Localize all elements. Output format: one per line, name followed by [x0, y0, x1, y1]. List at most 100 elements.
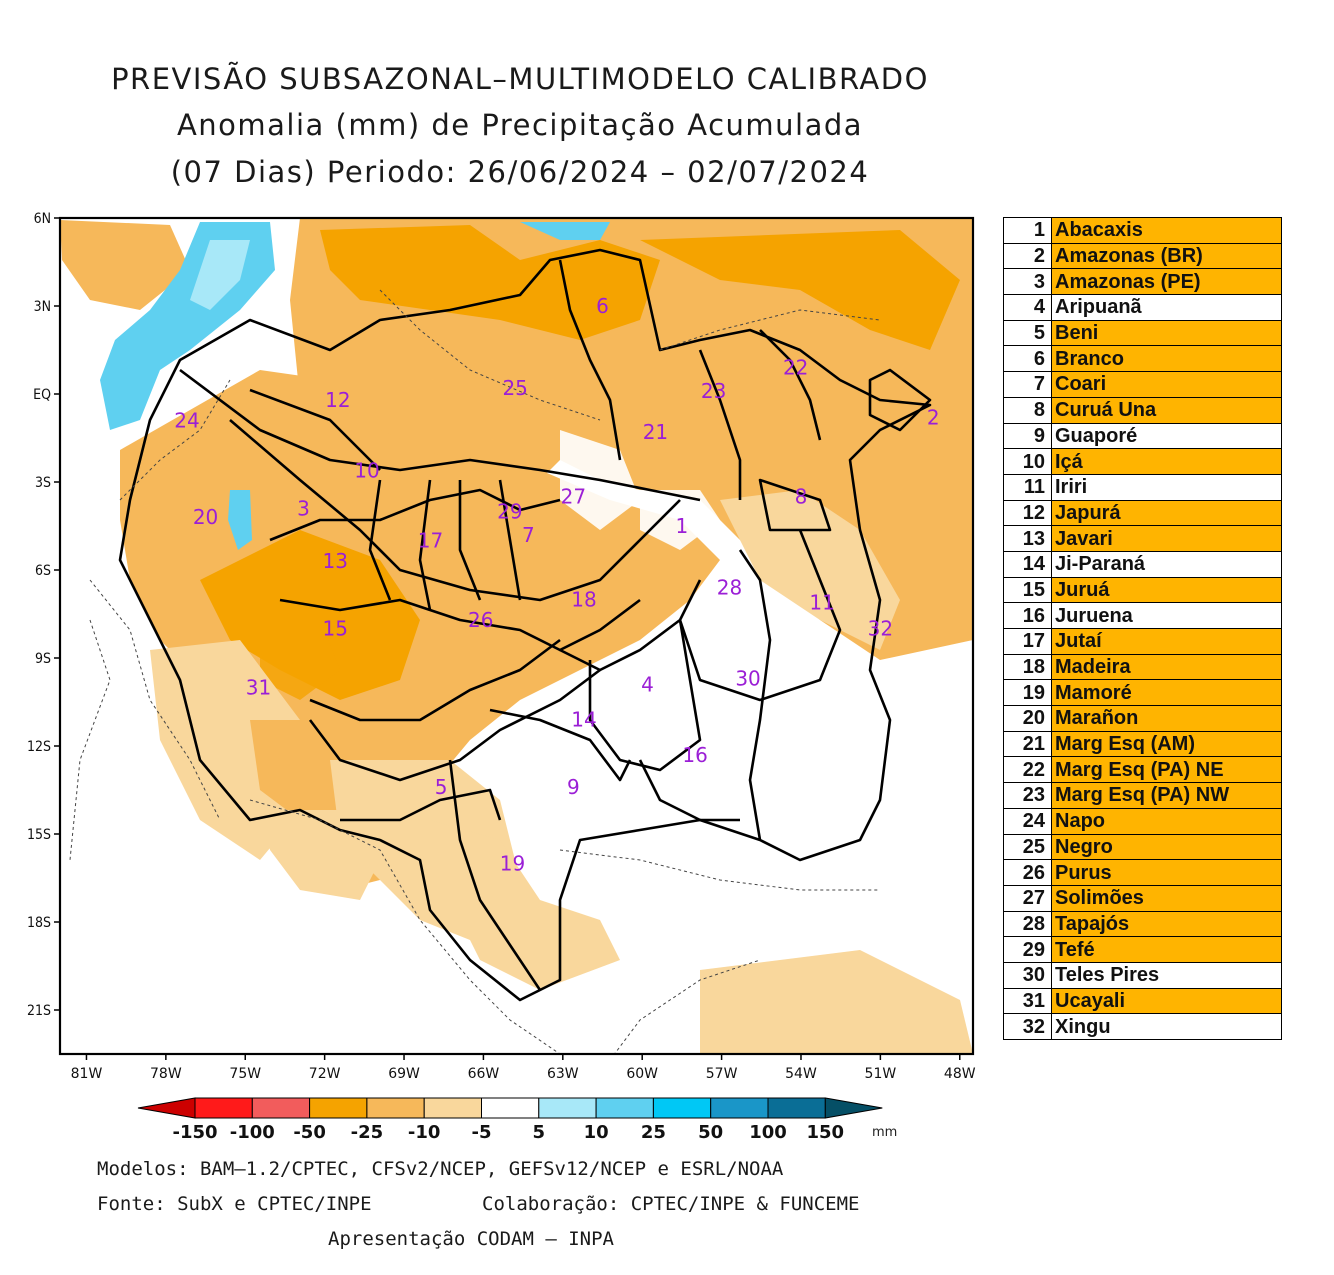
legend-number: 15: [1003, 576, 1052, 604]
basin-label-17: 17: [418, 529, 443, 553]
legend-number: 2: [1003, 242, 1052, 270]
colorbar-swatch: [194, 1097, 253, 1119]
colorbar-swatches: [137, 1097, 883, 1119]
legend-row-6: 6 Branco: [1003, 345, 1282, 373]
legend-number: 22: [1003, 756, 1052, 784]
legend-number: 27: [1003, 884, 1052, 912]
lat-tick-label: 6S: [35, 563, 51, 579]
legend-number: 32: [1003, 1013, 1052, 1040]
colorbar: -150 -100 -50 -25 -10 -5 5 10 25 50 100 150 mm: [137, 1097, 897, 1143]
legend-row-17: 17 Jutaí: [1003, 628, 1282, 655]
basin-label-23: 23: [701, 379, 726, 403]
legend-basin-name: Xingu: [1051, 1013, 1282, 1040]
legend-basin-name: Branco: [1051, 345, 1282, 373]
legend-basin-name: Içá: [1051, 448, 1282, 475]
legend-basin-name: Curuá Una: [1051, 396, 1282, 424]
basin-label-26: 26: [468, 608, 493, 632]
colorbar-label: -50: [293, 1122, 326, 1143]
legend-basin-name: Aripuanã: [1051, 294, 1282, 321]
colorbar-swatch: [538, 1097, 597, 1119]
legend-row-30: 30 Teles Pires: [1003, 961, 1282, 989]
longitude-axis: 81W 78W 75W 72W 69W 66W 63W 60W 57W 54W 51W 48W: [71, 1054, 976, 1082]
colorbar-label: 25: [641, 1122, 666, 1143]
basin-label-19: 19: [500, 851, 525, 875]
legend-row-3: 3 Amazonas (PE): [1003, 268, 1282, 296]
basin-label-14: 14: [571, 708, 596, 732]
legend-basin-name: Guaporé: [1051, 422, 1282, 450]
legend-basin-name: Japurá: [1051, 499, 1282, 527]
legend-number: 5: [1003, 319, 1052, 347]
lat-tick-label: 21S: [27, 1003, 51, 1019]
legend-basin-name: Ucayali: [1051, 987, 1282, 1015]
legend-number: 7: [1003, 371, 1052, 398]
legend-number: 19: [1003, 679, 1052, 707]
legend-basin-name: Javari: [1051, 525, 1282, 552]
legend-row-23: 23 Marg Esq (PA) NW: [1003, 782, 1282, 809]
lat-tick-label: EQ: [33, 387, 51, 403]
lon-tick-label: 75W: [229, 1066, 261, 1082]
legend-number: 6: [1003, 345, 1052, 373]
legend-row-7: 7 Coari: [1003, 371, 1282, 398]
lon-tick-label: 57W: [706, 1066, 738, 1082]
lon-tick-label: 51W: [865, 1066, 897, 1082]
legend-basin-name: Amazonas (PE): [1051, 268, 1282, 296]
legend-number: 3: [1003, 268, 1052, 296]
legend-basin-name: Marg Esq (PA) NE: [1051, 756, 1282, 784]
lat-tick-label: 12S: [27, 739, 51, 755]
legend-basin-name: Abacaxis: [1051, 217, 1282, 244]
colorbar-swatch: [366, 1097, 425, 1119]
legend-number: 10: [1003, 448, 1052, 475]
basin-label-25: 25: [502, 376, 527, 400]
legend-row-28: 28 Tapajós: [1003, 910, 1282, 938]
colorbar-unit: mm: [872, 1125, 897, 1140]
lat-tick-label: 18S: [27, 915, 51, 931]
legend-basin-name: Ji-Paraná: [1051, 550, 1282, 578]
legend-number: 17: [1003, 628, 1052, 655]
legend-number: 31: [1003, 987, 1052, 1015]
basin-label-7: 7: [522, 523, 535, 547]
legend-row-9: 9 Guaporé: [1003, 422, 1282, 450]
basin-label-4: 4: [641, 672, 654, 696]
legend-basin-name: Coari: [1051, 371, 1282, 398]
lat-tick-label: 9S: [35, 651, 51, 667]
legend-number: 13: [1003, 525, 1052, 552]
lat-tick-label: 3N: [34, 299, 51, 315]
legend-number: 9: [1003, 422, 1052, 450]
footer-presentation: Apresentação CODAM – INPA: [328, 1228, 614, 1250]
colorbar-arrow-left: [137, 1097, 196, 1119]
map-plot-area: [60, 218, 973, 1054]
colorbar-arrow-right: [824, 1097, 883, 1119]
latitude-axis: 6N 3N EQ 3S 6S 9S 12S 15S 18S 21S: [27, 211, 60, 1019]
colorbar-label: -10: [408, 1122, 441, 1143]
basin-label-21: 21: [643, 420, 668, 444]
title-line-2: Anomalia (mm) de Precipitação Acumulada: [176, 108, 864, 142]
colorbar-label: 150: [807, 1122, 845, 1143]
legend-number: 26: [1003, 859, 1052, 886]
legend-row-13: 13 Javari: [1003, 525, 1282, 552]
colorbar-label: 10: [584, 1122, 609, 1143]
legend-basin-name: Amazonas (BR): [1051, 242, 1282, 270]
lon-tick-label: 81W: [71, 1066, 103, 1082]
map-frame: [58, 216, 975, 1056]
colorbar-label: -5: [472, 1122, 492, 1143]
lon-tick-label: 54W: [785, 1066, 817, 1082]
colorbar-swatch: [767, 1097, 826, 1119]
basin-label-31: 31: [246, 675, 271, 699]
legend-basin-name: Solimões: [1051, 884, 1282, 912]
legend-number: 12: [1003, 499, 1052, 527]
footer-collaboration: Colaboração: CPTEC/INPE & FUNCEME: [482, 1193, 860, 1215]
legend-number: 4: [1003, 294, 1052, 321]
legend-row-1: 1 Abacaxis: [1003, 217, 1282, 244]
basin-legend-table: 1 Abacaxis 2 Amazonas (BR) 3 Amazonas (PE) 4 Ar…: [1003, 217, 1282, 1040]
legend-number: 24: [1003, 807, 1052, 835]
legend-number: 14: [1003, 550, 1052, 578]
legend-row-11: 11 Iriri: [1003, 473, 1282, 501]
legend-row-4: 4 Aripuanã: [1003, 294, 1282, 321]
legend-row-31: 31 Ucayali: [1003, 987, 1282, 1015]
lon-tick-label: 66W: [468, 1066, 500, 1082]
lon-tick-label: 48W: [944, 1066, 976, 1082]
legend-row-10: 10 Içá: [1003, 448, 1282, 475]
legend-number: 21: [1003, 730, 1052, 758]
footer-source: Fonte: SubX e CPTEC/INPE: [97, 1193, 372, 1215]
legend-basin-name: Napo: [1051, 807, 1282, 835]
